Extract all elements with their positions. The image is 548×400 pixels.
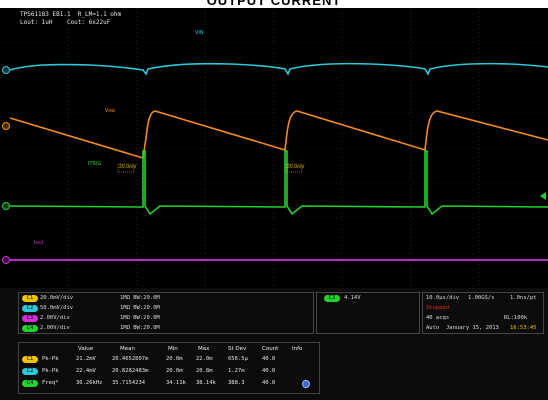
trigger-box (316, 292, 420, 334)
marker-1-label: 20.0mV (119, 165, 137, 170)
stats-row-1-stdev: 656.5µ (228, 356, 248, 362)
ch3-scale: 2.00V/div (40, 315, 70, 321)
ch3-badge[interactable]: C3 (22, 315, 38, 322)
stats-row-1-min: 20.0m (166, 356, 183, 362)
ch3-offset-marker[interactable] (2, 202, 10, 210)
acquisition-count: 40 acqs (426, 315, 450, 321)
vsw-trace (9, 110, 548, 160)
graticule (0, 8, 548, 288)
iout-label: Iout (34, 240, 44, 246)
stats-row-2-min: 20.0m (166, 368, 183, 374)
trigger-source-badge[interactable]: C3 (324, 295, 340, 302)
stats-config-icon[interactable] (302, 380, 310, 388)
stats-header-stdev: St Dev (228, 346, 247, 352)
timebase-box (422, 292, 544, 334)
date: January 15, 2013 (446, 325, 499, 331)
vin-label: VIN (195, 30, 204, 36)
channel-settings-box (18, 292, 314, 334)
timebase-scale: 10.0µs/div (426, 295, 460, 301)
stats-row-2-value: 22.4mV (76, 368, 96, 374)
stats-header-mean: Mean (120, 346, 135, 352)
ch2-badge[interactable]: C2 (22, 305, 38, 312)
itrig-trace (9, 150, 548, 216)
ch3-coupling: 1MΩ BW:20.0M (120, 315, 160, 321)
header-line-1: TPS61183 EB1.1 R_LM=1.1 ohm (20, 11, 122, 18)
stats-row-2-count: 40.0 (262, 368, 276, 374)
ch4-offset-marker[interactable] (2, 256, 10, 264)
stats-row-1-mean: 20.4652807m (112, 356, 149, 362)
ch4-badge[interactable]: C4 (22, 325, 38, 332)
stats-row-3-name: Freq* (42, 380, 59, 386)
trigger-level-icon[interactable] (540, 192, 546, 200)
stats-header-info: Info (292, 346, 303, 352)
auto-mode: Auto (426, 325, 440, 331)
stats-row-2-mean: 20.8282483m (112, 368, 149, 374)
ch2-coupling: 1MΩ BW:20.0M (120, 305, 160, 311)
timebase-pts: 1.0ns/pt (510, 295, 537, 301)
stats-header-max: Max (198, 346, 210, 352)
stats-header-count: Count (262, 346, 279, 352)
waveform-plot (0, 8, 548, 288)
stats-header-value: Value (78, 346, 94, 352)
marker-2-label: 20.0mV (287, 165, 305, 170)
stats-row-1-value: 21.2mV (76, 356, 96, 362)
stats-row-3-badge: C4 (22, 380, 38, 387)
trigger-level: 4.14V (344, 295, 361, 301)
stats-row-3-mean: 35.7154234 (112, 380, 146, 386)
timebase-rate: 1.00GS/s (468, 295, 495, 301)
stats-row-3-min: 34.11k (166, 380, 186, 386)
stats-row-3-stdev: 388.3 (228, 380, 245, 386)
stats-header-min: Min (168, 346, 178, 352)
stats-row-1-name: Pk-Pk (42, 356, 59, 362)
ch4-scale: 2.00V/div (40, 325, 70, 331)
stats-row-1-badge: C1 (22, 356, 38, 363)
ch2-scale: 50.0mV/div (40, 305, 74, 311)
stats-row-2-badge: C2 (22, 368, 38, 375)
page-title: OUTPUT CURRENT (206, 0, 342, 8)
stats-row-3-count: 40.0 (262, 380, 276, 386)
ch1-coupling: 1MΩ BW:20.0M (120, 295, 160, 301)
stats-row-3-value: 36.26kHz (76, 380, 103, 386)
header-line-2: Lout: 1uH Cout: 6x22uF (20, 19, 111, 26)
stats-row-1-max: 22.0m (196, 356, 213, 362)
stats-row-2-max: 20.8m (196, 368, 213, 374)
time: 16:53:45 (510, 325, 537, 331)
record-length: RL:100k (504, 315, 528, 321)
acquisition-status: Stopped (426, 305, 450, 311)
ch1-offset-marker[interactable] (2, 66, 10, 74)
ch2-offset-marker[interactable] (2, 122, 10, 130)
stats-row-1-count: 40.0 (262, 356, 276, 362)
stats-row-2-stdev: 1.27m (228, 368, 245, 374)
ch1-scale: 20.0mV/div (40, 295, 74, 301)
stats-row-2-name: Pk-Pk (42, 368, 59, 374)
ch1-badge[interactable]: C1 (22, 295, 38, 302)
vin-trace (9, 62, 548, 76)
stats-row-3-max: 38.14k (196, 380, 216, 386)
ch4-coupling: 1MΩ BW:20.0M (120, 325, 160, 331)
vsw-label: Vsw (105, 108, 116, 114)
stats-table (18, 342, 320, 394)
itrig-label: ITRIG (88, 161, 102, 167)
waveform-display: TPS61183 EB1.1 R_LM=1.1 ohm Lout: 1uH Co… (0, 8, 548, 288)
measurement-panel: C1 20.0mV/div 1MΩ BW:20.0M C2 50.0mV/div… (0, 288, 548, 400)
